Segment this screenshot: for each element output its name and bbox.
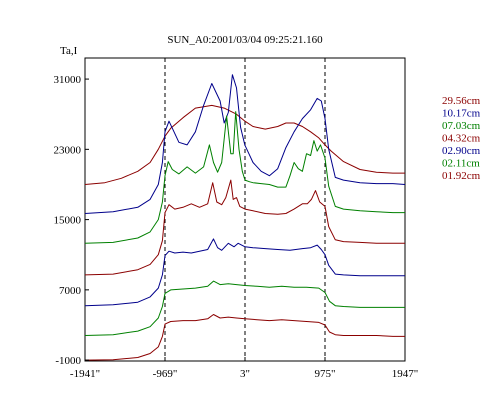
series-line-07.03cm [84, 111, 405, 244]
legend-label-10.17cm: 10.17cm [442, 108, 481, 120]
legend-label-01.92cm: 01.92cm [442, 170, 481, 182]
legend-label-02.11cm: 02.11cm [442, 158, 480, 170]
series-line-10.17cm [84, 74, 406, 214]
y-tick-label: 23000 [54, 144, 82, 156]
series-line-02.90cm [84, 238, 405, 307]
chart-title: SUN_A0:2001/03/04 09:25:21.160 [167, 34, 323, 46]
series-line-02.11cm [84, 280, 405, 336]
legend-label-04.32cm: 04.32cm [442, 133, 481, 145]
y-tick-label: -1000 [55, 355, 81, 367]
series-line-01.92cm [84, 314, 405, 361]
x-tick-label: 975" [315, 368, 336, 380]
legend-label-02.90cm: 02.90cm [442, 145, 481, 157]
x-tick-label: 3" [240, 368, 250, 380]
y-axis-label: Ta,I [60, 45, 78, 57]
y-tick-label: 31000 [54, 74, 82, 86]
x-tick-label: -969" [153, 368, 178, 380]
y-axis-ticks: -1000 7000 15000 23000 31000 [54, 74, 89, 367]
vertical-reference-lines [164, 58, 326, 361]
x-tick-label: -1941" [70, 368, 100, 380]
series-layer [84, 74, 406, 361]
y-tick-label: 15000 [54, 215, 82, 227]
series-line-29.56cm [84, 104, 405, 185]
legend-label-29.56cm: 29.56cm [442, 95, 481, 107]
series-line-04.32cm [84, 179, 405, 276]
legend: 29.56cm10.17cm07.03cm04.32cm02.90cm02.11… [442, 95, 481, 182]
x-axis-ticks: -1941" -969" 3" 975" 1947" [70, 357, 418, 380]
legend-label-07.03cm: 07.03cm [442, 120, 481, 132]
x-tick-label: 1947" [392, 368, 419, 380]
y-tick-label: 7000 [59, 285, 82, 297]
